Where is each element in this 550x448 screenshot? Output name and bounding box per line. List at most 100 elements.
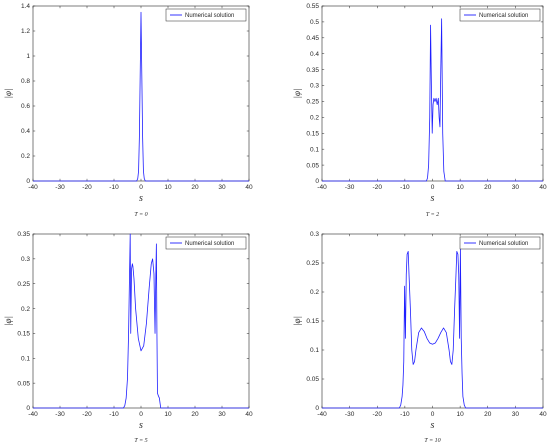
legend-box bbox=[165, 8, 247, 22]
panel-caption: T = 5 bbox=[134, 438, 147, 444]
y-tick-label: 0.05 bbox=[17, 380, 30, 387]
series-line bbox=[33, 233, 249, 409]
x-tick-label: -20 bbox=[82, 184, 92, 191]
legend-label: Numerical solution bbox=[479, 13, 528, 19]
panel-caption: T = 2 bbox=[426, 212, 439, 218]
x-axis-label: s bbox=[431, 193, 435, 204]
x-tick-label: 30 bbox=[218, 184, 226, 191]
y-tick-label: 0.25 bbox=[306, 260, 319, 267]
y-tick-label: 0.35 bbox=[17, 231, 30, 238]
plot-area bbox=[32, 233, 250, 409]
y-tick-label: 1 bbox=[26, 53, 30, 60]
y-tick-label: 0.4 bbox=[310, 51, 319, 58]
series-line bbox=[322, 18, 543, 182]
x-tick-label: 40 bbox=[539, 411, 547, 418]
x-tick-label: -10 bbox=[109, 411, 119, 418]
x-tick-label: -30 bbox=[345, 184, 355, 191]
x-tick-label: 30 bbox=[512, 184, 520, 191]
y-tick-label: 0.35 bbox=[306, 67, 319, 74]
x-tick-label: -30 bbox=[55, 184, 65, 191]
plot-area bbox=[321, 233, 544, 409]
x-tick-label: -20 bbox=[82, 411, 92, 418]
legend-box bbox=[165, 236, 247, 250]
y-tick-label: 0 bbox=[26, 405, 30, 412]
x-tick-label: -40 bbox=[317, 411, 327, 418]
y-tick-label: 0.4 bbox=[21, 128, 30, 135]
x-tick-label: 10 bbox=[457, 411, 465, 418]
y-tick-label: 0.45 bbox=[306, 35, 319, 42]
x-tick-label: -10 bbox=[109, 184, 119, 191]
chart-panel-1: -40 -30 -20 -10 0 10 20 30 40 0 0.05 0.1 0.15 0.2 0.25… bbox=[292, 3, 547, 218]
x-tick-label: 40 bbox=[245, 411, 253, 418]
legend-label: Numerical solution bbox=[185, 241, 234, 247]
x-tick-label: 20 bbox=[484, 411, 492, 418]
x-tick-label: 40 bbox=[245, 184, 253, 191]
x-axis-label: s bbox=[139, 193, 143, 204]
y-tick-label: 0.6 bbox=[21, 103, 30, 110]
y-tick-label: 0.2 bbox=[310, 115, 319, 122]
y-tick-label: 0 bbox=[315, 178, 319, 185]
y-tick-label: 1.4 bbox=[21, 3, 30, 10]
y-tick-label: 0.25 bbox=[17, 281, 30, 288]
y-tick-label: 0.3 bbox=[310, 83, 319, 90]
x-tick-label: 20 bbox=[191, 411, 199, 418]
x-tick-label: 10 bbox=[164, 184, 172, 191]
x-tick-label: -20 bbox=[373, 184, 383, 191]
y-tick-label: 0.55 bbox=[306, 3, 319, 10]
y-axis-label: |φ| bbox=[3, 89, 13, 99]
legend-box bbox=[459, 236, 541, 250]
y-tick-label: 0.8 bbox=[21, 78, 30, 85]
y-tick-label: 0.05 bbox=[306, 376, 319, 383]
x-tick-label: 0 bbox=[139, 184, 143, 191]
y-axis-label: |φ| bbox=[3, 316, 13, 326]
x-tick-label: 30 bbox=[512, 411, 520, 418]
x-tick-label: 10 bbox=[457, 184, 465, 191]
y-axis-label: |φ| bbox=[292, 89, 302, 99]
y-tick-label: 0.3 bbox=[310, 231, 319, 238]
x-tick-label: -10 bbox=[400, 184, 410, 191]
x-tick-label: 0 bbox=[431, 411, 435, 418]
y-tick-label: 1.2 bbox=[21, 28, 30, 35]
y-tick-label: 0 bbox=[315, 405, 319, 412]
x-tick-label: 20 bbox=[484, 184, 492, 191]
legend-label: Numerical solution bbox=[479, 241, 528, 247]
chart-panel-3: -40 -30 -20 -10 0 10 20 30 40 0 0.05 0.1 0.15 0.2 0.25… bbox=[292, 231, 547, 444]
x-tick-label: 0 bbox=[431, 184, 435, 191]
y-axis-label: |φ| bbox=[292, 316, 302, 326]
x-tick-label: -40 bbox=[28, 411, 38, 418]
y-tick-label: 0.15 bbox=[17, 331, 30, 338]
y-tick-label: 0.3 bbox=[21, 256, 30, 263]
x-axis-label: s bbox=[139, 420, 143, 431]
x-tick-label: 0 bbox=[139, 411, 143, 418]
x-tick-label: -10 bbox=[400, 411, 410, 418]
legend-label: Numerical solution bbox=[185, 13, 234, 19]
panel-caption: T = 0 bbox=[134, 212, 147, 218]
x-tick-label: -20 bbox=[373, 411, 383, 418]
plot-area bbox=[321, 5, 544, 182]
x-tick-label: -30 bbox=[345, 411, 355, 418]
y-tick-label: 0.25 bbox=[306, 99, 319, 106]
y-tick-label: 0 bbox=[26, 178, 30, 185]
series-line bbox=[322, 248, 543, 409]
y-tick-label: 0.2 bbox=[21, 306, 30, 313]
x-tick-label: -30 bbox=[55, 411, 65, 418]
legend-box bbox=[459, 8, 541, 22]
y-tick-label: 0.2 bbox=[310, 289, 319, 296]
x-tick-label: -40 bbox=[28, 184, 38, 191]
y-tick-label: 0.1 bbox=[310, 146, 319, 153]
y-tick-label: 0.2 bbox=[21, 153, 30, 160]
x-tick-label: 30 bbox=[218, 411, 226, 418]
x-tick-label: 10 bbox=[164, 411, 172, 418]
panel-caption: T = 10 bbox=[424, 438, 440, 444]
y-tick-label: 0.15 bbox=[306, 130, 319, 137]
y-tick-label: 0.05 bbox=[306, 162, 319, 169]
chart-panel-2: -40 -30 -20 -10 0 10 20 30 40 0 0.05 0.1 0.15 0.2 0.25… bbox=[3, 231, 253, 444]
y-tick-label: 0.1 bbox=[310, 347, 319, 354]
chart-panel-0: -40 -30 -20 -10 0 10 20 30 40 0 0.2 0.4 0.6 0.8 1 1.2 1.… bbox=[3, 3, 253, 218]
y-tick-label: 0.1 bbox=[21, 355, 30, 362]
series-line bbox=[33, 11, 249, 182]
x-axis-label: s bbox=[431, 420, 435, 431]
x-tick-label: 40 bbox=[539, 184, 547, 191]
y-tick-label: 0.5 bbox=[310, 19, 319, 26]
